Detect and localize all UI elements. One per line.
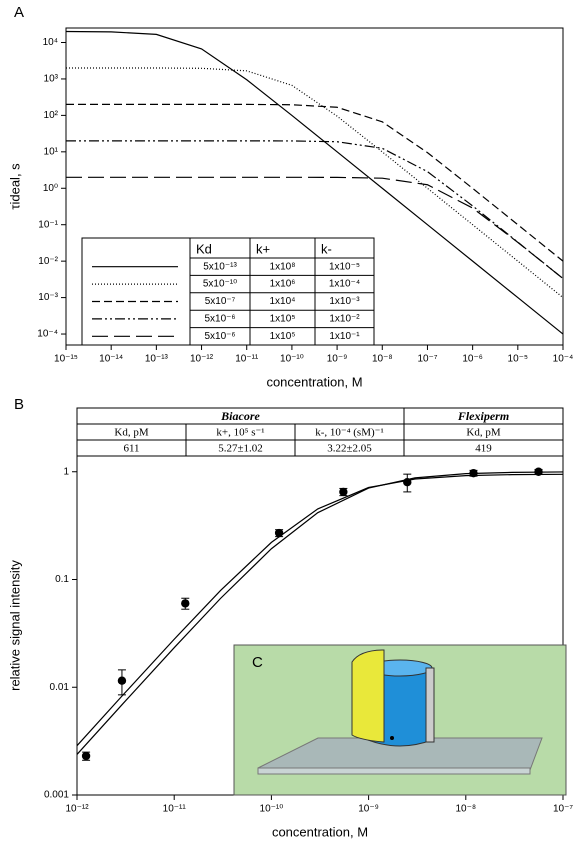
legend-cell: 5x10⁻⁶: [204, 331, 235, 342]
legend-cell: 5x10⁻⁷: [205, 296, 236, 307]
table-cell: 5.27±1.02: [218, 443, 263, 455]
table-group-header: Flexiperm: [457, 409, 509, 423]
chart-1: B 0.001 0.01 0.1 1 10⁻¹² 10⁻¹¹ 10⁻¹⁰ 10⁻⁹ 10⁻⁸ 10⁻…: [7, 396, 573, 839]
legend-cell: 1x10⁶: [270, 279, 296, 290]
curve: [66, 140, 564, 280]
data-point: [403, 477, 412, 487]
legend-header: k+: [256, 241, 270, 256]
cylinder-wall: [351, 649, 385, 743]
curve: [65, 30, 564, 335]
table-header: k+, 10⁵ s⁻¹: [216, 427, 264, 439]
y-tick-label: 10³: [44, 74, 59, 85]
table-box: [76, 407, 564, 457]
data-point: [274, 528, 284, 538]
x-tick-label: 10⁻⁴: [553, 354, 574, 365]
legend-cell: 1x10⁻¹: [329, 331, 360, 342]
x-tick-label: 10⁻¹⁰: [260, 804, 284, 815]
x-tick-label: 10⁻⁸: [372, 354, 393, 365]
panel-letter: B: [14, 396, 24, 413]
table-header: k-, 10⁻⁴ (sM)⁻¹: [315, 427, 384, 439]
legend-cell: 5x10⁻¹⁰: [203, 279, 237, 290]
y-tick-label: 10⁻¹: [38, 219, 58, 230]
x-tick-label: 10⁻⁷: [417, 354, 437, 365]
y-tick-label: 10⁰: [43, 183, 58, 194]
data-point: [81, 751, 91, 761]
x-tick-label: 10⁻⁶: [462, 354, 483, 365]
legend-cell: 1x10⁵: [270, 331, 296, 342]
legend-cell: 1x10⁴: [270, 296, 296, 307]
table-header: Kd, pM: [466, 427, 500, 439]
x-tick-label: 10⁻¹¹: [235, 354, 259, 365]
y-tick-label: 10⁻³: [38, 292, 58, 303]
legend-header: k-: [321, 241, 332, 256]
x-tick-label: 10⁻⁷: [553, 804, 573, 815]
legend-cell: 1x10⁻³: [329, 296, 360, 307]
x-tick-label: 10⁻¹⁵: [54, 354, 78, 365]
curve: [66, 176, 564, 280]
fit-curve: [76, 471, 564, 755]
y-tick-label: 0.01: [50, 682, 70, 693]
legend-cell: 5x10⁻¹³: [203, 261, 237, 272]
x-tick-label: 10⁻¹⁰: [280, 354, 304, 365]
inset-c: C: [233, 644, 567, 796]
x-tick-label: 10⁻⁸: [455, 804, 476, 815]
y-axis-label: τideal, s: [7, 163, 22, 210]
table-cell: 419: [475, 443, 492, 455]
table-header: Kd, pM: [114, 427, 148, 439]
legend-cell: 5x10⁻⁶: [204, 314, 235, 325]
fit-curve: [76, 473, 564, 747]
legend-cell: 1x10⁵: [270, 314, 296, 325]
x-tick-label: 10⁻¹³: [145, 354, 169, 365]
x-tick-label: 10⁻⁹: [327, 354, 348, 365]
legend-cell: 1x10⁸: [270, 261, 296, 272]
x-axis-label: concentration, M: [272, 824, 368, 839]
table-group-header: Biacore: [220, 409, 260, 423]
cylinder-edge: [425, 667, 435, 743]
y-tick-label: 10¹: [44, 146, 59, 157]
legend-cell: 1x10⁻⁵: [329, 261, 360, 272]
legend-cell: 1x10⁻⁴: [329, 279, 360, 290]
y-tick-label: 10⁴: [43, 37, 58, 48]
table-cell: 611: [123, 443, 139, 455]
x-axis-label: concentration, M: [266, 374, 362, 389]
data-point: [534, 467, 543, 476]
y-tick-label: 10⁻⁴: [37, 329, 58, 340]
x-tick-label: 10⁻¹²: [65, 804, 89, 815]
cell: [390, 736, 394, 740]
legend-cell: 1x10⁻²: [329, 314, 360, 325]
x-tick-label: 10⁻¹¹: [163, 804, 187, 815]
data-point: [339, 487, 348, 497]
x-tick-label: 10⁻¹⁴: [99, 354, 123, 365]
inset-label: C: [252, 654, 263, 671]
y-tick-label: 10⁻²: [38, 256, 58, 267]
y-tick-label: 0.1: [55, 574, 69, 585]
data-point: [469, 468, 478, 478]
chart-0: A 10⁻⁴ 10⁻³ 10⁻² 10⁻¹ 10⁰ 10¹ 10² 10³ 10⁴ 10⁻¹⁵ 10⁻…: [7, 4, 573, 389]
data-point: [181, 599, 190, 608]
x-tick-label: 10⁻¹²: [190, 354, 214, 365]
legend-header: Kd: [196, 241, 212, 256]
y-tick-label: 0.001: [44, 790, 69, 801]
x-tick-label: 10⁻⁵: [508, 354, 529, 365]
y-axis-label: relative signal intensity: [7, 560, 22, 691]
y-tick-label: 1: [63, 466, 69, 477]
data-point: [117, 676, 127, 685]
panel-letter: A: [14, 4, 24, 21]
plate-edge: [257, 767, 531, 775]
curve: [66, 67, 564, 299]
y-tick-label: 10²: [44, 110, 59, 121]
x-tick-label: 10⁻⁹: [358, 804, 379, 815]
table-cell: 3.22±2.05: [327, 443, 372, 455]
